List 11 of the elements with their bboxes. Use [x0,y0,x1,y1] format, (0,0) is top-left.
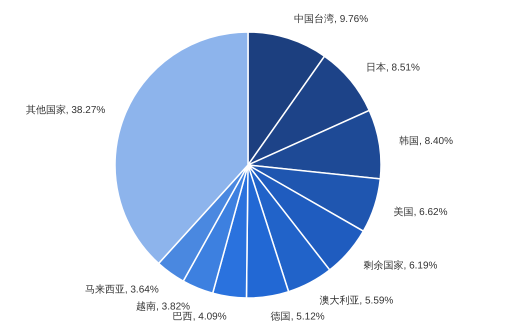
slice-label: 巴西, 4.09% [172,312,227,322]
slice-label: 美国, 6.62% [394,206,448,218]
slice-label: 越南, 3.82% [136,300,190,313]
slice-label: 日本, 8.51% [366,62,420,74]
slice-label: 澳大利亚, 5.59% [319,294,394,306]
slice-label: 德国, 5.12% [270,311,325,322]
slice-label: 韩国, 8.40% [399,134,454,147]
slice-label: 马来西亚, 3.64% [84,283,159,296]
slice-label: 剩余国家, 6.19% [364,259,438,272]
slice-label: 中国台湾, 9.76% [294,13,368,26]
slice-label: 其他国家, 38.27% [26,104,106,116]
